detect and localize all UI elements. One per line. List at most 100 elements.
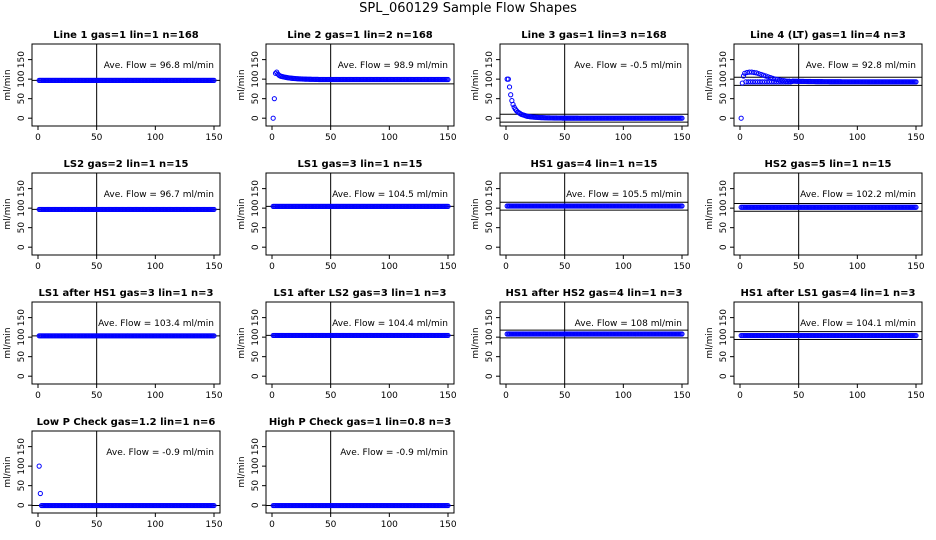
x-tick-label: 100 <box>615 262 632 272</box>
y-tick-label: 0 <box>719 244 729 250</box>
data-point <box>508 92 514 98</box>
y-tick-label: 50 <box>485 222 495 234</box>
x-tick-label: 0 <box>737 133 743 143</box>
y-axis-label: ml/min <box>3 198 13 229</box>
x-tick-label: 50 <box>325 520 337 530</box>
x-tick-label: 150 <box>907 391 924 401</box>
y-tick-label: 150 <box>719 51 729 68</box>
y-tick-label: 150 <box>251 51 261 68</box>
data-point <box>913 79 919 85</box>
x-tick-label: 50 <box>793 391 805 401</box>
y-tick-label: 0 <box>485 373 495 379</box>
x-tick-label: 50 <box>559 133 571 143</box>
panel-title: LS1 gas=3 lin=1 n=15 <box>298 159 423 170</box>
plot-frame <box>733 172 923 256</box>
y-tick-label: 150 <box>17 309 27 326</box>
x-tick-label: 50 <box>91 133 103 143</box>
data-point <box>744 69 750 76</box>
data-point <box>753 70 760 76</box>
ave-flow-annotation: Ave. Flow = 104.1 ml/min <box>800 319 916 329</box>
y-tick-label: 0 <box>17 115 27 121</box>
data-point <box>738 115 744 121</box>
y-tick-label: 50 <box>719 93 729 105</box>
x-tick-label: 150 <box>205 520 222 530</box>
y-tick-label: 150 <box>17 51 27 68</box>
data-point <box>742 70 748 76</box>
x-tick-label: 0 <box>269 391 275 401</box>
data-point <box>763 73 769 79</box>
data-point <box>785 79 791 85</box>
data-point <box>211 77 217 83</box>
x-tick-label: 150 <box>907 133 924 143</box>
x-tick-label: 100 <box>849 133 866 143</box>
panel-title: Line 3 gas=1 lin=3 n=168 <box>521 30 667 41</box>
data-point <box>765 74 771 80</box>
x-tick-label: 100 <box>615 133 632 143</box>
y-tick-label: 50 <box>251 351 261 363</box>
ave-flow-annotation: Ave. Flow = 103.4 ml/min <box>98 319 214 329</box>
x-tick-label: 0 <box>269 262 275 272</box>
y-tick-label: 0 <box>17 502 27 508</box>
y-tick-label: 50 <box>719 351 729 363</box>
y-tick-label: 100 <box>485 199 495 216</box>
x-tick-label: 150 <box>439 133 456 143</box>
y-axis-label: ml/min <box>705 198 715 229</box>
data-point <box>679 203 685 209</box>
ave-flow-annotation: Ave. Flow = -0.5 ml/min <box>574 61 682 71</box>
x-tick-label: 50 <box>325 133 337 143</box>
data-point <box>445 502 451 509</box>
plot-frame <box>265 43 455 127</box>
panel-title: High P Check gas=1 lin=0.8 n=3 <box>269 417 451 428</box>
x-tick-label: 50 <box>325 262 337 272</box>
plot-frame <box>265 172 455 256</box>
data-point <box>505 76 511 82</box>
y-tick-label: 150 <box>485 309 495 326</box>
x-tick-label: 100 <box>147 133 164 143</box>
data-point <box>36 463 42 469</box>
data-point <box>211 333 217 339</box>
y-tick-label: 150 <box>251 180 261 197</box>
y-tick-label: 150 <box>251 438 261 455</box>
data-point <box>772 76 778 82</box>
x-tick-label: 50 <box>91 262 103 272</box>
y-tick-label: 100 <box>17 457 27 474</box>
y-tick-label: 50 <box>17 93 27 105</box>
x-tick-label: 0 <box>269 520 275 530</box>
x-tick-label: 100 <box>849 262 866 272</box>
x-tick-label: 150 <box>673 133 690 143</box>
data-point <box>746 69 752 75</box>
ave-flow-annotation: Ave. Flow = 96.8 ml/min <box>104 61 214 71</box>
plot-frame <box>265 301 455 385</box>
panel-title: Line 4 (LT) gas=1 lin=4 n=3 <box>750 30 906 41</box>
x-tick-label: 50 <box>793 262 805 272</box>
y-tick-label: 0 <box>17 373 27 379</box>
y-axis-label: ml/min <box>3 69 13 100</box>
y-tick-label: 100 <box>719 328 729 345</box>
x-tick-label: 150 <box>439 391 456 401</box>
x-tick-label: 50 <box>91 520 103 530</box>
x-tick-label: 0 <box>269 133 275 143</box>
panel-title: Low P Check gas=1.2 lin=1 n=6 <box>37 417 216 428</box>
y-tick-label: 50 <box>719 222 729 234</box>
data-point <box>787 79 794 85</box>
x-tick-label: 150 <box>439 520 456 530</box>
plot-frame <box>31 430 221 514</box>
y-axis-label: ml/min <box>237 69 247 100</box>
plot-frame <box>31 301 221 385</box>
ave-flow-annotation: Ave. Flow = 105.5 ml/min <box>566 190 682 200</box>
data-point <box>760 72 767 78</box>
x-tick-label: 0 <box>35 262 41 272</box>
data-point <box>751 69 757 76</box>
panel-title: LS1 after LS2 gas=3 lin=1 n=3 <box>273 288 446 299</box>
data-point <box>679 331 685 337</box>
y-axis-label: ml/min <box>471 327 481 358</box>
y-axis-label: ml/min <box>3 327 13 358</box>
y-tick-label: 0 <box>251 502 261 508</box>
plot-frame <box>499 172 689 256</box>
y-tick-label: 100 <box>17 70 27 87</box>
x-tick-label: 0 <box>35 391 41 401</box>
panel-title: Line 2 gas=1 lin=2 n=168 <box>287 30 433 41</box>
plot-frame <box>265 430 455 514</box>
y-tick-label: 0 <box>17 244 27 250</box>
x-tick-label: 100 <box>849 391 866 401</box>
